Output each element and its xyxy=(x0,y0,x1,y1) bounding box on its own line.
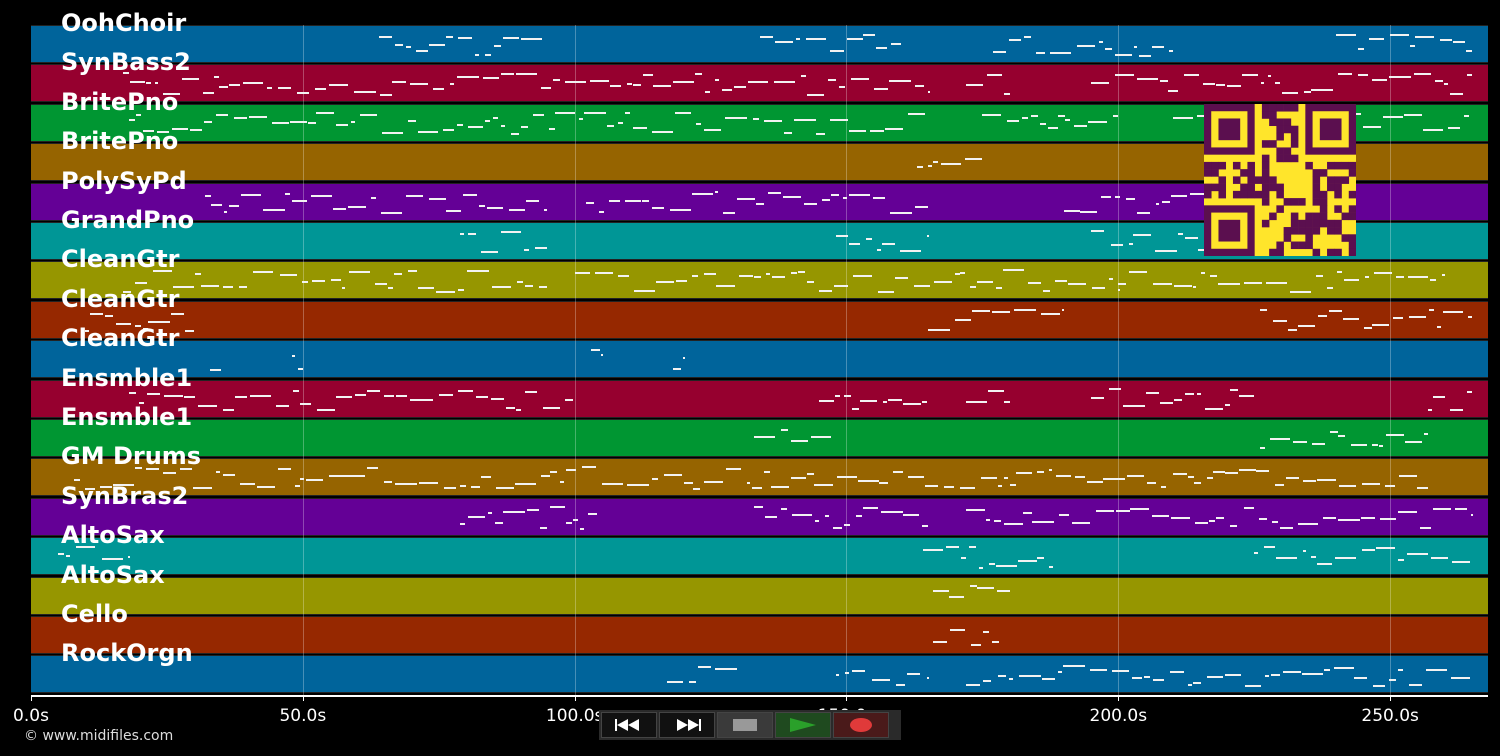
fast-forward-icon xyxy=(677,719,701,731)
track-name: Cello xyxy=(61,600,128,628)
track-name: BritePno xyxy=(61,87,179,116)
track-lane xyxy=(31,261,1488,300)
track-lane xyxy=(31,25,1488,63)
track-name: PolySyPd xyxy=(61,166,187,195)
track-name: Ensmble1 xyxy=(61,363,193,392)
track-name: SynBass2 xyxy=(61,48,191,77)
track-lane xyxy=(31,537,1488,576)
track-name: AltoSax xyxy=(61,560,165,589)
tick-mark xyxy=(846,695,848,701)
tick-mark xyxy=(574,695,576,701)
tick-mark xyxy=(1118,695,1120,701)
track-name: GrandPno xyxy=(61,206,195,234)
fast-forward-button[interactable] xyxy=(659,712,715,738)
track-name: OohChoir xyxy=(61,9,187,37)
track-name: BritePno xyxy=(61,127,179,156)
track-name: SynBras2 xyxy=(61,481,189,510)
track-lane xyxy=(31,497,1488,536)
tick-label: 100.0s xyxy=(545,706,604,726)
track-lane xyxy=(31,340,1488,379)
tick-label: 250.0s xyxy=(1361,706,1419,726)
transport-controls xyxy=(599,710,901,740)
play-icon xyxy=(790,718,816,732)
track-lane xyxy=(31,576,1488,615)
track-lane xyxy=(31,300,1488,339)
track-name: Ensmble1 xyxy=(61,403,193,431)
tick-label: 200.0s xyxy=(1089,706,1148,726)
tick-mark xyxy=(302,695,304,701)
track-name: CleanGtr xyxy=(61,284,180,313)
stop-button[interactable] xyxy=(717,712,773,738)
track-name: AltoSax xyxy=(61,521,165,550)
tick-mark xyxy=(31,695,32,701)
tick-mark xyxy=(1390,695,1392,701)
track-lane xyxy=(31,419,1488,457)
track-name: CleanGtr xyxy=(61,245,180,274)
qr-code-icon xyxy=(1204,104,1357,257)
track-name: GM Drums xyxy=(61,442,202,471)
record-icon xyxy=(850,718,872,732)
rewind-button[interactable] xyxy=(601,712,657,738)
track-lane xyxy=(31,64,1488,103)
track-lane xyxy=(31,616,1488,654)
rewind-icon xyxy=(615,719,639,731)
track-name: CleanGtr xyxy=(61,324,180,353)
track-lane xyxy=(31,458,1488,497)
copyright-text: © www.midifiles.com xyxy=(24,728,174,744)
tick-label: 50.0s xyxy=(279,706,327,726)
play-button[interactable] xyxy=(775,712,831,738)
tick-label: 0.0s xyxy=(13,706,49,726)
track-name: RockOrgn xyxy=(61,639,193,668)
time-axis xyxy=(31,695,1488,697)
track-lane xyxy=(31,655,1488,694)
record-button[interactable] xyxy=(833,712,889,738)
track-lane xyxy=(31,379,1488,418)
stop-icon xyxy=(733,719,757,731)
